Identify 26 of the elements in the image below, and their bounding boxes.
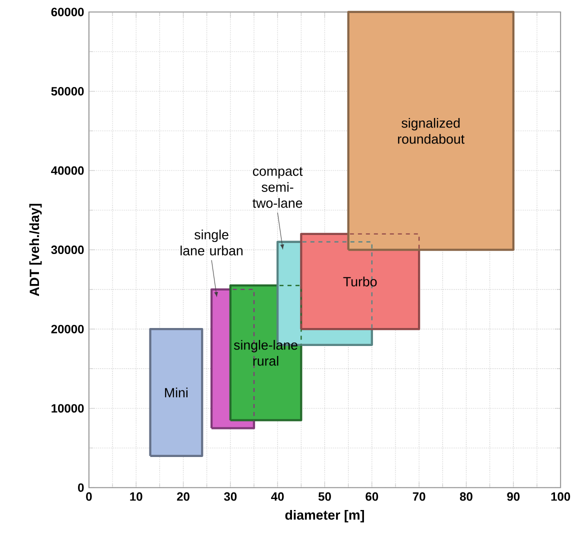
y-tick-label: 0	[78, 484, 84, 492]
x-tick-label: 80	[460, 492, 472, 502]
series-label: Turbo	[343, 276, 377, 287]
text: single lane urban	[180, 230, 243, 256]
series-label: signalized roundabout	[398, 118, 464, 144]
series-label: Mini	[165, 388, 188, 398]
x-tick-label: 50	[318, 492, 331, 502]
y-tick-label: 20000	[51, 325, 84, 334]
text: compact semi-two-lane	[252, 167, 303, 208]
y-tick-label: 60000	[51, 8, 84, 16]
series-label: single-lane rural	[234, 340, 298, 366]
y-axis-title: ADT [veh./day]	[29, 204, 42, 296]
y-tick-label: 40000	[51, 166, 84, 176]
x-tick-label: 90	[507, 492, 520, 502]
x-tick-label: 100	[551, 492, 570, 502]
y-tick-label: 10000	[52, 404, 84, 413]
y-tick-label: 30000	[51, 246, 84, 254]
x-tick-label: 0	[86, 492, 92, 502]
x-tick-label: 10	[130, 492, 142, 502]
x-tick-label: 40	[271, 492, 284, 502]
x-axis-title: diameter [m]	[285, 510, 364, 523]
x-tick-label: 20	[177, 492, 190, 502]
y-tick-label: 50000	[51, 87, 84, 96]
x-tick-label: 70	[412, 492, 426, 502]
x-tick-label: 60	[366, 492, 378, 502]
x-tick-label: 30	[224, 492, 237, 502]
